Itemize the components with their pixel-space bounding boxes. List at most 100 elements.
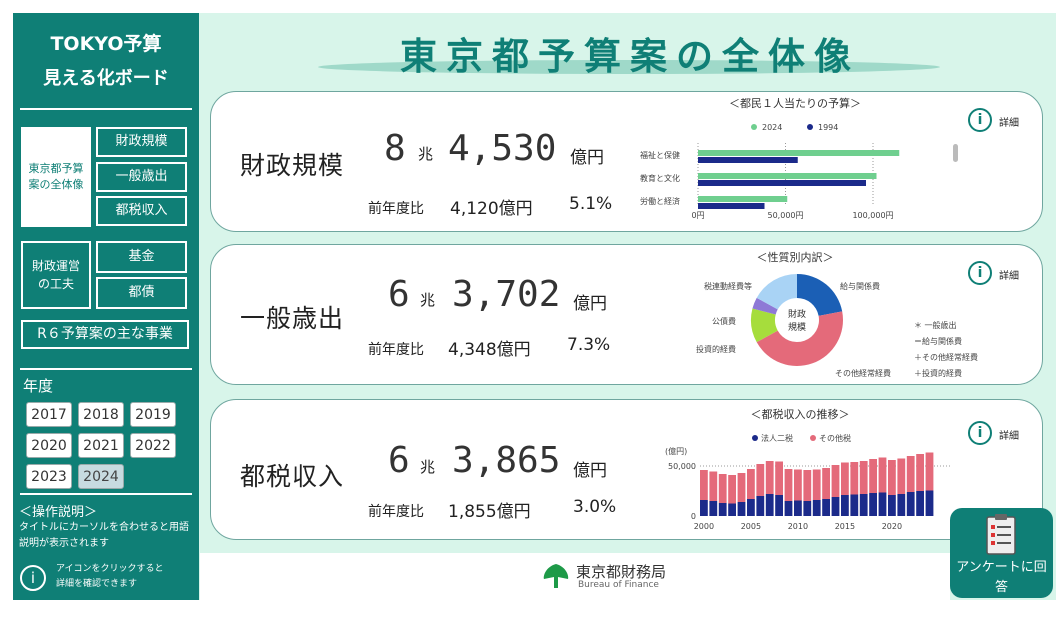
legend-label: 2024 xyxy=(762,123,782,132)
bar-segment xyxy=(841,495,849,516)
pie-note: ＝給与関係費 xyxy=(914,336,962,346)
yoy-percent: 7.3% xyxy=(567,335,611,355)
bar-segment xyxy=(822,468,830,499)
bar-segment xyxy=(718,474,727,503)
bar-segment xyxy=(906,456,915,492)
slice-label: その他経常経費 xyxy=(835,368,891,378)
sidebar: TOKYO予算 見える化ボード 東京都予算案の全体像 財政規模 一般歳出 都税収… xyxy=(13,13,199,600)
year-label: 年度 xyxy=(23,377,54,395)
nav-fund[interactable]: 基金 xyxy=(96,241,187,273)
bar-segment xyxy=(925,490,934,516)
help-icon-text: アイコンをクリックすると詳細を確認できます xyxy=(56,564,164,589)
legend-marker xyxy=(810,435,816,441)
year-2017-button[interactable]: 2017 xyxy=(26,402,72,427)
bar-segment xyxy=(812,469,821,500)
bar xyxy=(698,203,765,209)
trillion-unit: 兆 xyxy=(418,145,434,163)
x-tick-label: 0円 xyxy=(691,211,704,220)
info-icon[interactable]: i xyxy=(968,421,992,445)
nav-bond[interactable]: 都債 xyxy=(96,277,187,309)
bar-segment xyxy=(756,496,765,516)
legend-label: 1994 xyxy=(818,123,838,132)
slice-label: 税連動経費等 xyxy=(704,281,752,291)
help-title: ＜操作説明＞ xyxy=(19,505,98,520)
year-2018-button[interactable]: 2018 xyxy=(78,402,124,427)
card-scale xyxy=(210,91,1043,232)
year-2022-button[interactable]: 2022 xyxy=(130,433,176,458)
billion-value: 3,865 xyxy=(452,440,561,481)
nav-tax[interactable]: 都税収入 xyxy=(96,196,187,226)
sidebar-subtitle: 見える化ボード xyxy=(43,68,169,89)
detail-link[interactable]: 詳細 xyxy=(999,271,1019,282)
detail-link[interactable]: 詳細 xyxy=(999,431,1019,442)
y-tick-label: 50,000 xyxy=(668,462,696,471)
bar-segment xyxy=(794,500,802,516)
pie-note: ＊ 一般歳出 xyxy=(914,320,957,330)
nav-general[interactable]: 一般歳出 xyxy=(96,162,187,192)
bar-segment xyxy=(822,499,830,516)
divider xyxy=(20,108,192,110)
chart-title: ＜都民１人当たりの予算＞ xyxy=(729,97,861,110)
bar xyxy=(698,173,877,179)
legend-label: 法人二税 xyxy=(761,433,793,443)
bar xyxy=(698,150,900,156)
category-label: 労働と経済 xyxy=(640,196,680,206)
year-2023-button[interactable]: 2023 xyxy=(26,464,72,489)
info-icon: i xyxy=(20,565,46,591)
year-2024-button[interactable]: 2024 xyxy=(78,464,124,489)
year-2019-button[interactable]: 2019 xyxy=(130,402,176,427)
scrollbar[interactable] xyxy=(953,144,958,162)
pie-note: ＋投資的経費 xyxy=(914,368,962,378)
bar-segment xyxy=(831,497,840,516)
divider xyxy=(20,368,192,370)
help-text: タイトルにカーソルを合わせると用語説明が表示されます xyxy=(19,522,189,549)
x-tick-label: 2015 xyxy=(835,522,855,531)
yoy-label: 前年度比 xyxy=(368,201,424,217)
bar-segment xyxy=(897,458,906,494)
bar-segment xyxy=(784,501,793,516)
pie-center-label: 規模 xyxy=(788,322,806,333)
trillion-value: 6 xyxy=(388,274,410,315)
yoy-percent: 5.1% xyxy=(569,194,613,214)
trillion-value: 6 xyxy=(388,440,410,481)
yoy-label: 前年度比 xyxy=(368,504,424,520)
bar-segment xyxy=(765,461,774,494)
pie-slice xyxy=(797,274,843,316)
y-axis-label: (億円) xyxy=(665,446,687,456)
year-2021-button[interactable]: 2021 xyxy=(78,433,124,458)
bar-segment xyxy=(925,452,934,491)
bar-segment xyxy=(869,493,877,516)
nav-scale[interactable]: 財政規模 xyxy=(96,127,187,157)
info-icon[interactable]: i xyxy=(968,108,992,132)
billion-value: 3,702 xyxy=(452,274,561,315)
pie-slice xyxy=(752,297,778,315)
pie-slice xyxy=(751,308,778,343)
info-icon[interactable]: i xyxy=(968,261,992,285)
card-title[interactable]: 都税収入 xyxy=(240,462,345,491)
nav-projects[interactable]: R６予算案の主な事業 xyxy=(21,320,189,349)
bar xyxy=(698,157,798,163)
bar-segment xyxy=(756,464,765,496)
trillion-value: 8 xyxy=(384,128,406,169)
bar-segment xyxy=(859,494,868,516)
legend-label: その他税 xyxy=(819,433,851,443)
clipboard-icon xyxy=(986,514,1016,555)
bar-segment xyxy=(747,499,755,516)
nav-overview[interactable]: 東京都予算案の全体像 xyxy=(21,127,91,227)
legend-marker xyxy=(752,435,758,441)
bar xyxy=(698,180,866,186)
divider xyxy=(20,493,192,495)
bar-segment xyxy=(728,475,736,504)
year-2020-button[interactable]: 2020 xyxy=(26,433,72,458)
bar-segment xyxy=(737,473,746,502)
bar-segment xyxy=(728,503,736,516)
billion-unit: 億円 xyxy=(573,294,607,314)
nav-operations[interactable]: 財政運営の工夫 xyxy=(21,241,91,309)
x-tick-label: 2005 xyxy=(741,522,761,531)
card-title[interactable]: 一般歳出 xyxy=(240,304,345,333)
card-title[interactable]: 財政規模 xyxy=(240,151,345,180)
detail-link[interactable]: 詳細 xyxy=(999,118,1019,129)
bar-segment xyxy=(709,471,718,501)
bar-segment xyxy=(775,461,783,495)
